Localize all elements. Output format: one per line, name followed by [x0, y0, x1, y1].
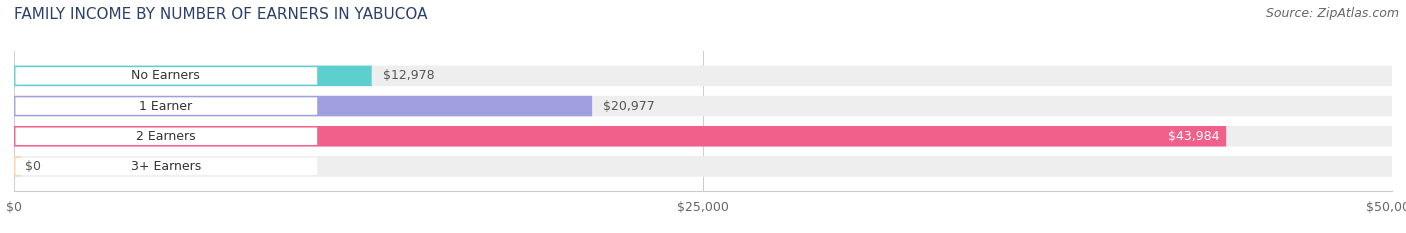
FancyBboxPatch shape [14, 156, 21, 177]
Text: $20,977: $20,977 [603, 99, 655, 113]
Text: $12,978: $12,978 [382, 69, 434, 82]
FancyBboxPatch shape [14, 66, 1392, 86]
FancyBboxPatch shape [14, 156, 1392, 177]
FancyBboxPatch shape [14, 126, 1226, 147]
FancyBboxPatch shape [15, 97, 318, 115]
Text: 1 Earner: 1 Earner [139, 99, 193, 113]
FancyBboxPatch shape [15, 158, 318, 175]
FancyBboxPatch shape [14, 96, 592, 116]
FancyBboxPatch shape [15, 127, 318, 145]
FancyBboxPatch shape [14, 66, 371, 86]
Text: $0: $0 [25, 160, 41, 173]
FancyBboxPatch shape [14, 96, 1392, 116]
FancyBboxPatch shape [14, 126, 1392, 147]
Text: Source: ZipAtlas.com: Source: ZipAtlas.com [1265, 7, 1399, 20]
Text: FAMILY INCOME BY NUMBER OF EARNERS IN YABUCOA: FAMILY INCOME BY NUMBER OF EARNERS IN YA… [14, 7, 427, 22]
Text: 3+ Earners: 3+ Earners [131, 160, 201, 173]
Text: No Earners: No Earners [131, 69, 200, 82]
FancyBboxPatch shape [15, 67, 318, 85]
Text: 2 Earners: 2 Earners [136, 130, 195, 143]
Text: $43,984: $43,984 [1168, 130, 1219, 143]
